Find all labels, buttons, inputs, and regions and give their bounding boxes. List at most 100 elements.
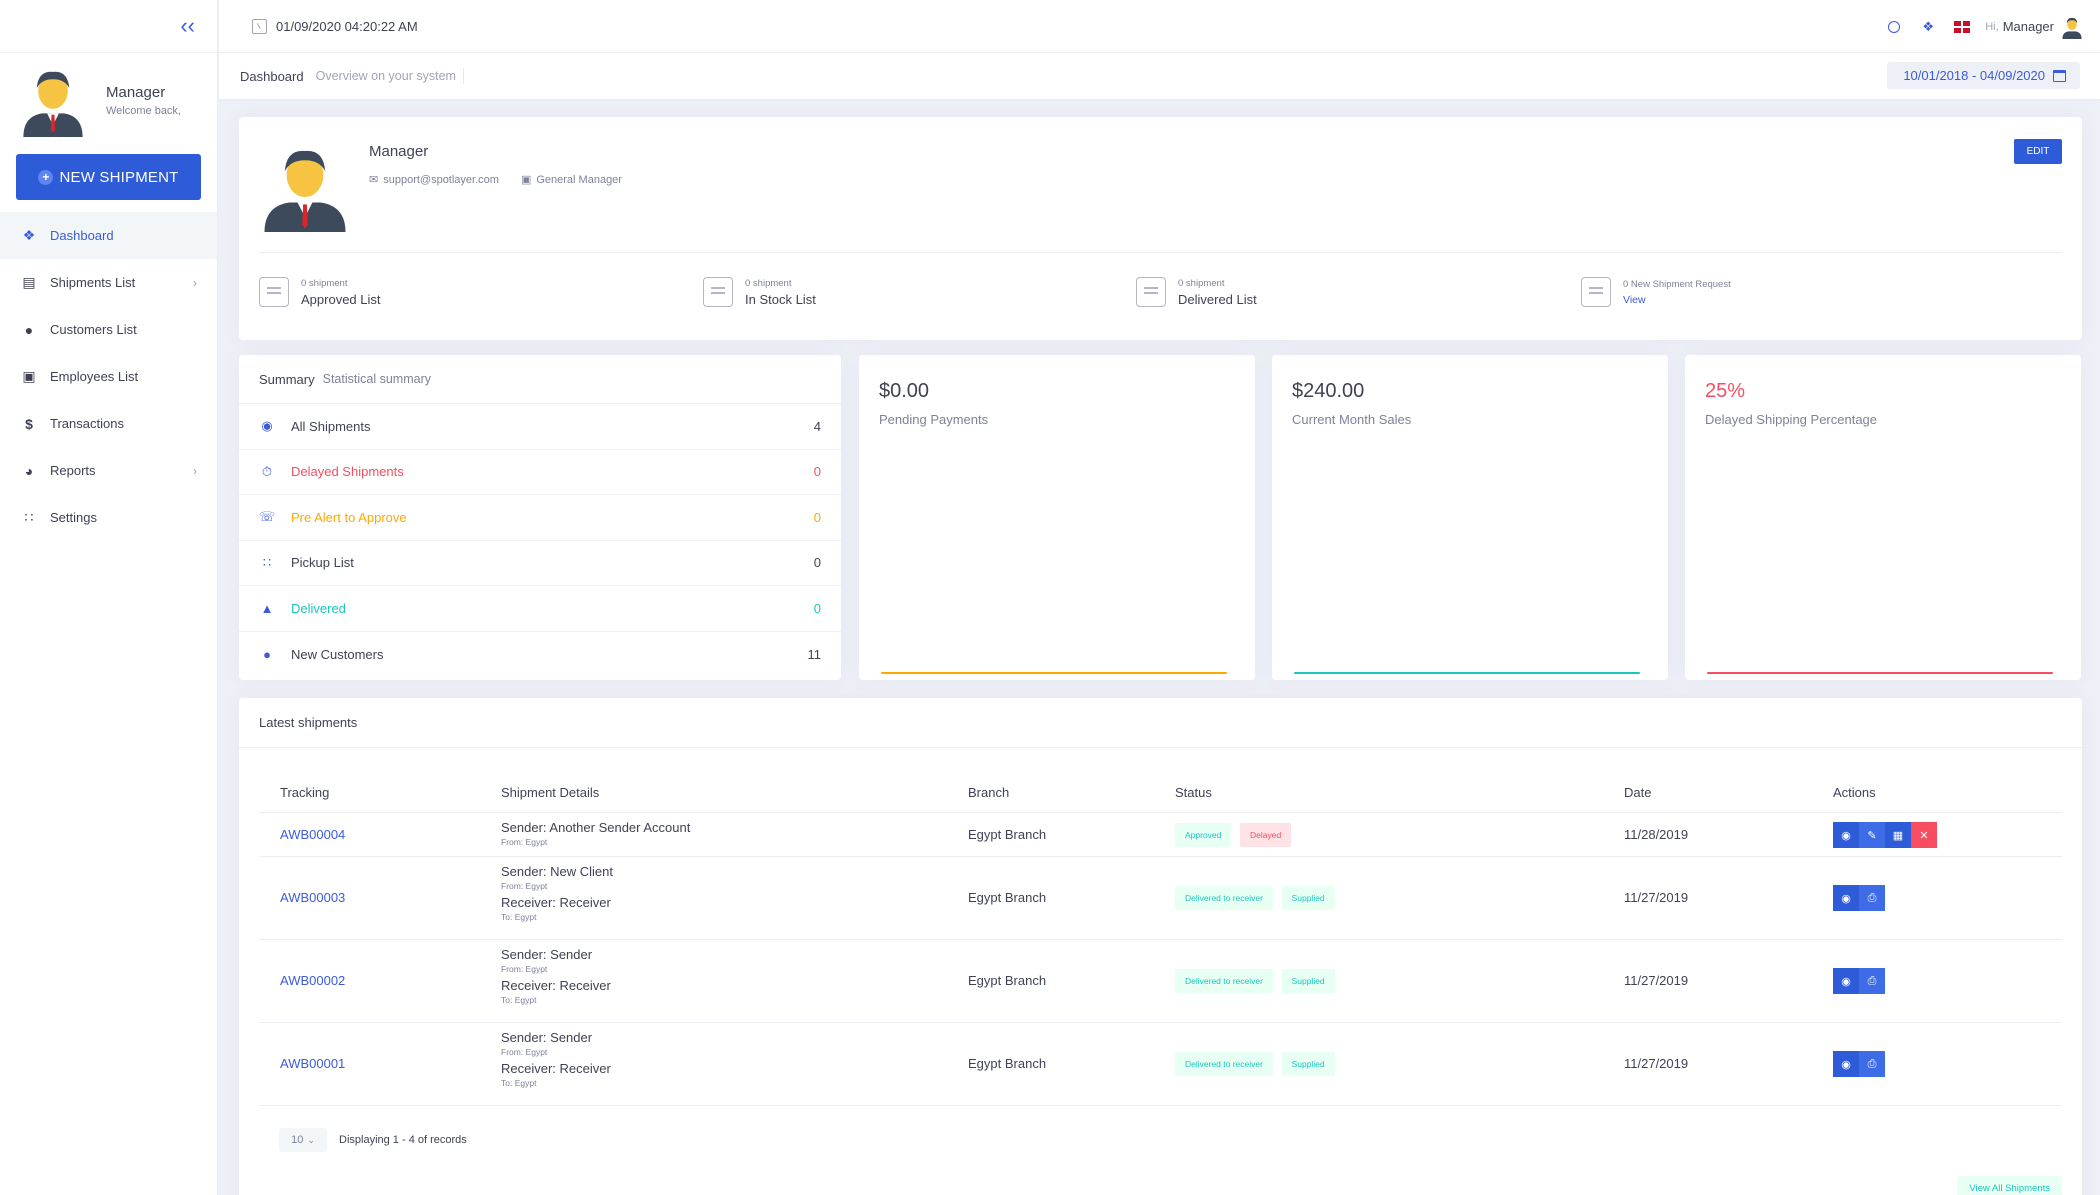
sender: Sender: Sender bbox=[501, 1030, 593, 1045]
sidebar-item-transactions[interactable]: $ Transactions bbox=[0, 400, 217, 447]
summary-row-new-customers[interactable]: ● New Customers 11 bbox=[239, 632, 841, 678]
plus-icon: + bbox=[38, 169, 54, 185]
metric-card-pending-payments: $0.00 Pending Payments bbox=[859, 355, 1255, 680]
view-eye-icon[interactable]: ◉ bbox=[1833, 885, 1859, 911]
metric-sparkline bbox=[1294, 672, 1640, 674]
table-row: AWB00001 Sender: Sender From: Egypt Rece… bbox=[259, 1023, 2062, 1106]
column-header[interactable]: Shipment Details bbox=[501, 785, 600, 800]
sidebar-item-dashboard[interactable]: ❖ Dashboard bbox=[0, 212, 217, 259]
profile-card-name: Manager bbox=[369, 143, 429, 160]
tracking-link[interactable]: AWB00004 bbox=[280, 827, 346, 842]
new-shipment-button[interactable]: + NEW SHIPMENT bbox=[16, 154, 201, 200]
status-badges: Delivered to receiver Supplied bbox=[1175, 969, 1340, 993]
column-header[interactable]: Tracking bbox=[280, 785, 330, 800]
page-size-select[interactable]: 10 ⌄ bbox=[279, 1128, 327, 1152]
tracking-link[interactable]: AWB00001 bbox=[280, 1056, 346, 1071]
chevron-down-icon: ⌄ bbox=[307, 1134, 315, 1145]
view-all-shipments-button[interactable]: View All Shipments bbox=[1957, 1176, 2062, 1195]
user-avatar[interactable] bbox=[2060, 15, 2084, 39]
summary-label: Delayed Shipments bbox=[291, 464, 404, 480]
divider bbox=[259, 252, 2062, 253]
sidebar-item-label: Customers List bbox=[50, 322, 137, 337]
print-icon[interactable]: ⎙ bbox=[1859, 968, 1885, 994]
row-actions: ◉ ⎙ bbox=[1833, 968, 1885, 994]
view-eye-icon[interactable]: ◉ bbox=[1833, 822, 1859, 848]
sidebar-item-settings[interactable]: ∷ Settings bbox=[0, 494, 217, 541]
collapse-sidebar-icon[interactable]: ‹‹ bbox=[180, 13, 195, 38]
divider bbox=[462, 68, 464, 84]
sidebar-item-customers[interactable]: ● Customers List bbox=[0, 306, 217, 353]
sender: Sender: New Client bbox=[501, 864, 613, 879]
stat-approved[interactable]: 0 shipment Approved List bbox=[259, 277, 381, 307]
pie-chart-icon: ◕ bbox=[24, 462, 34, 479]
status-badge: Delivered to receiver bbox=[1175, 1052, 1273, 1076]
edit-profile-button[interactable]: EDIT bbox=[2014, 139, 2062, 164]
shipments-table: Tracking Shipment Details Branch Status … bbox=[259, 773, 2062, 1106]
summary-row-all-shipments[interactable]: ◉ All Shipments 4 bbox=[239, 404, 841, 450]
delete-icon[interactable]: ✕ bbox=[1911, 822, 1937, 848]
sidebar: ‹‹ Manager Welcome back, + NEW SHIPMENT … bbox=[0, 0, 218, 1195]
view-requests-link[interactable]: View bbox=[1623, 293, 1646, 306]
branch: Egypt Branch bbox=[968, 1056, 1047, 1071]
metric-label: Current Month Sales bbox=[1292, 412, 1412, 427]
summary-card: Summary Statistical summary ◉ All Shipme… bbox=[239, 355, 841, 680]
print-icon[interactable]: ⎙ bbox=[1859, 1051, 1885, 1077]
profile-meta: ✉ support@spotlayer.com ▣ General Manage… bbox=[369, 173, 622, 187]
notifications-icon[interactable] bbox=[1879, 12, 1909, 42]
grid-icon: ∷ bbox=[262, 554, 272, 570]
column-header[interactable]: Branch bbox=[968, 785, 1010, 800]
view-eye-icon[interactable]: ◉ bbox=[1833, 1051, 1859, 1077]
profile-name: Manager bbox=[106, 83, 166, 101]
shipment-details: Sender: New Client From: Egypt Receiver:… bbox=[501, 864, 613, 926]
receiver: Receiver: Receiver bbox=[501, 895, 611, 910]
tracking-link[interactable]: AWB00003 bbox=[280, 890, 346, 905]
column-header[interactable]: Date bbox=[1624, 785, 1652, 800]
sidebar-item-reports[interactable]: ◕ Reports › bbox=[0, 447, 217, 494]
status-badge: Supplied bbox=[1281, 969, 1335, 993]
status-badges: Delivered to receiver Supplied bbox=[1175, 1052, 1340, 1076]
branch: Egypt Branch bbox=[968, 827, 1047, 842]
column-header[interactable]: Status bbox=[1175, 785, 1212, 800]
view-eye-icon[interactable]: ◉ bbox=[1833, 968, 1859, 994]
summary-row-delayed[interactable]: ⏱ Delayed Shipments 0 bbox=[239, 450, 841, 495]
stat-label: Delivered List bbox=[1178, 291, 1257, 307]
tracking-link[interactable]: AWB00002 bbox=[280, 973, 346, 988]
user-name[interactable]: Manager bbox=[2002, 19, 2054, 34]
print-icon[interactable]: ⎙ bbox=[1859, 885, 1885, 911]
box-icon: ▤ bbox=[22, 274, 36, 290]
stat-label: In Stock List bbox=[745, 291, 816, 307]
profile-email: support@spotlayer.com bbox=[383, 173, 499, 186]
barcode-icon[interactable]: ▦ bbox=[1885, 822, 1911, 848]
summary-row-delivered[interactable]: ▲ Delivered 0 bbox=[239, 586, 841, 632]
calendar-icon bbox=[2053, 69, 2066, 82]
branch: Egypt Branch bbox=[968, 973, 1047, 988]
date-range-picker[interactable]: 10/01/2018 - 04/09/2020 bbox=[1887, 62, 2080, 89]
truck-icon bbox=[703, 277, 733, 307]
row-actions: ◉ ⎙ bbox=[1833, 885, 1885, 911]
table-footer: 10 ⌄ Displaying 1 - 4 of records bbox=[279, 1128, 467, 1152]
table-row: AWB00003 Sender: New Client From: Egypt … bbox=[259, 857, 2062, 940]
metric-value: $240.00 bbox=[1292, 380, 1365, 402]
stat-delivered[interactable]: 0 shipment Delivered List bbox=[1136, 277, 1257, 307]
receiver: Receiver: Receiver bbox=[501, 978, 611, 993]
thumbs-up-icon: ▲ bbox=[260, 600, 274, 616]
apps-icon[interactable]: ❖ bbox=[1922, 18, 1935, 34]
summary-label: Pre Alert to Approve bbox=[291, 509, 407, 525]
summary-row-pickup[interactable]: ∷ Pickup List 0 bbox=[239, 541, 841, 586]
language-flag-icon[interactable] bbox=[1947, 12, 1977, 42]
sidebar-item-shipments[interactable]: ▤ Shipments List › bbox=[0, 259, 217, 306]
summary-title: Summary bbox=[259, 371, 315, 387]
summary-row-pre-alert[interactable]: ☏ Pre Alert to Approve 0 bbox=[239, 495, 841, 541]
date: 11/27/2019 bbox=[1624, 973, 1689, 988]
sidebar-item-employees[interactable]: ▣ Employees List bbox=[0, 353, 217, 400]
sidebar-profile: Manager Welcome back, bbox=[0, 53, 217, 143]
sender: Sender: Sender bbox=[501, 947, 593, 962]
stat-in-stock[interactable]: 0 shipment In Stock List bbox=[703, 277, 816, 307]
shipment-stats: 0 shipment Approved List 0 shipment In S… bbox=[259, 277, 2062, 317]
page-size-value: 10 bbox=[291, 1134, 304, 1146]
edit-icon[interactable]: ✎ bbox=[1859, 822, 1885, 848]
id-badge-icon: ▣ bbox=[520, 174, 532, 186]
status-badge: Supplied bbox=[1281, 1052, 1335, 1076]
sidebar-item-label: Reports bbox=[50, 463, 96, 478]
page-description: Overview on your system bbox=[315, 69, 456, 83]
